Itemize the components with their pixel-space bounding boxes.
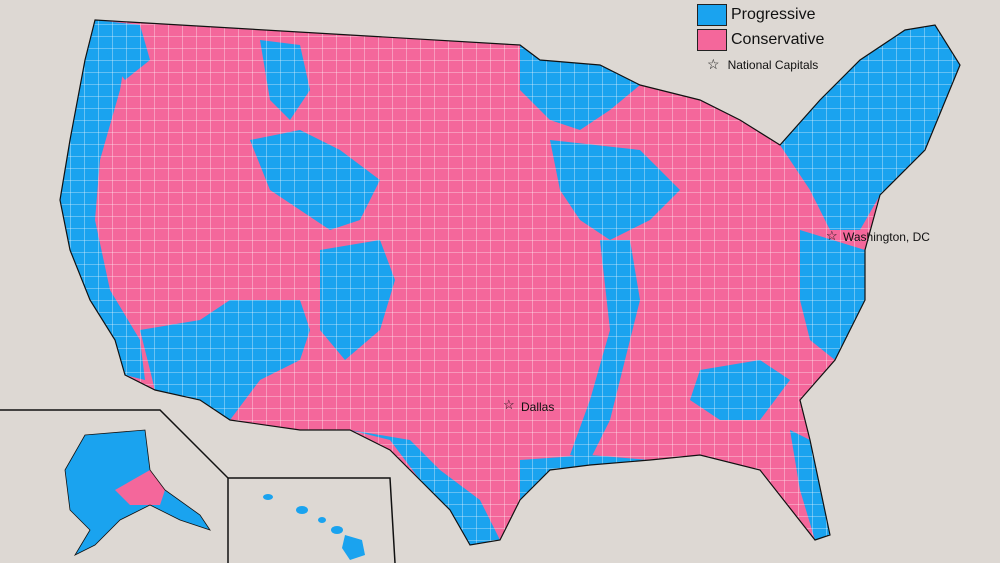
legend-conservative: Conservative [697,27,824,52]
legend-progressive: Progressive [697,2,824,27]
dallas-label: Dallas [521,400,555,414]
star-icon: ☆ [503,397,515,412]
capitals-label: National Capitals [727,57,819,72]
washington-label: Washington, DC [843,230,930,244]
progressive-swatch [697,3,727,26]
legend-capitals: ☆ National Capitals [707,56,824,73]
alaska-inset-frame [0,409,229,563]
star-icon: ☆ [826,228,838,243]
conservative-swatch [697,28,727,51]
conservative-label: Conservative [731,30,825,48]
hawaii-inset-frame [228,477,396,563]
legend: Progressive Conservative ☆ National Capi… [697,2,824,73]
progressive-label: Progressive [731,5,816,23]
alaska [64,429,211,556]
hawaii [263,494,365,560]
us-outline [59,19,961,546]
star-icon: ☆ [707,56,720,72]
